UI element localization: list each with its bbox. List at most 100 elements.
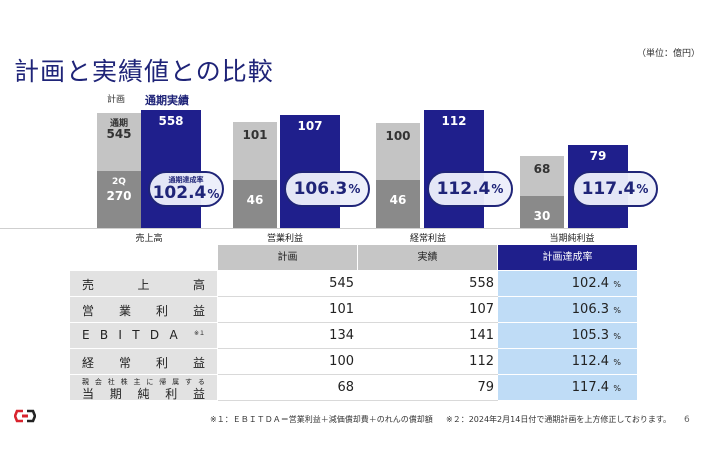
rate-cell: 105.3%	[498, 323, 637, 348]
actual-bar: 558	[141, 110, 201, 228]
category-label: 経常利益	[409, 234, 446, 244]
category-label: 売上高	[135, 234, 163, 244]
page-number: 6	[684, 415, 690, 425]
rate-value: 117.4	[571, 380, 609, 395]
plan-bar-2q: 30	[520, 196, 564, 228]
rate-value: 106.3	[293, 179, 348, 199]
plan-bar-upper: 68	[520, 156, 564, 197]
legend-plan: 計画	[107, 95, 126, 105]
row-label: 営業利益	[82, 304, 205, 318]
plan-bar-upper: 101	[233, 121, 277, 180]
row-label-cell: E B I T D A ※１	[70, 323, 217, 348]
rate-value: 112.4	[571, 354, 609, 369]
actual-value-label: 112	[441, 114, 467, 128]
plan-2q-value-label: 46	[246, 192, 264, 207]
achievement-rate-badge: 通期達成率 102.4%	[148, 171, 224, 207]
rate-percent: %	[636, 182, 649, 196]
chart-baseline	[0, 228, 620, 229]
plan-2q-value-label: 30	[533, 209, 551, 224]
footnote-ebitda: ※１：ＥＢＩＴＤＡ＝営業利益＋減価償却費＋のれんの償却額	[210, 415, 433, 424]
header-rate: 計画達成率	[498, 245, 637, 270]
plan-value-label: 68	[533, 162, 551, 177]
footnote-marker: ※１	[193, 330, 205, 337]
row-label: 経常利益	[82, 356, 205, 370]
row-label-cell: 親会社株主に帰属する当期純利益	[70, 375, 217, 401]
row-label-cell: 売上高	[70, 271, 217, 296]
row-label: 売上高	[82, 278, 205, 292]
rate-caption: 通期達成率	[168, 175, 204, 184]
plan-value: 134	[329, 328, 354, 343]
unit-note: （単位：億円）	[636, 49, 700, 59]
actual-cell: 79	[358, 375, 498, 401]
plan-value-label: 100	[385, 128, 411, 143]
comparison-bar-chart: 計画 通期実績 通期 545 2Q 270 558 通期達成率 102.4% 売上高 101 46…	[0, 94, 658, 244]
category-label: 当期純利益	[549, 234, 595, 244]
rate-percent: %	[207, 186, 220, 201]
plan-2q-value-label: 270	[106, 188, 132, 203]
rate-value: 102.4	[571, 276, 609, 291]
rate-value: 117.4	[581, 179, 636, 199]
rate-cell: 117.4%	[498, 375, 637, 400]
rate-percent: %	[613, 306, 621, 315]
table-row: 経常利益 100 112 112.4%	[70, 349, 637, 375]
plan-bar-2q: 46	[376, 179, 420, 228]
actual-value: 79	[477, 380, 494, 395]
plan-cell: 100	[218, 349, 358, 375]
table-row: E B I T D A ※１ 134 141 105.3%	[70, 323, 637, 349]
row-label: 当期純利益	[82, 387, 205, 401]
rate-value: 112.4	[436, 179, 491, 199]
plan-value: 68	[337, 380, 354, 395]
achievement-rate-badge: 112.4%	[427, 171, 513, 207]
plan-cell: 134	[218, 323, 358, 349]
plan-2q-value-label: 46	[389, 192, 407, 207]
rate-value: 102.4	[152, 182, 207, 203]
plan-value-label: 545	[106, 126, 132, 141]
actual-bar: 112	[424, 110, 484, 228]
header-plan: 計画	[218, 245, 357, 270]
plan-cell: 101	[218, 297, 358, 323]
row-label-cell: 経常利益	[70, 349, 217, 374]
actual-value-label: 107	[297, 119, 323, 134]
plan-value-label: 101	[242, 127, 268, 142]
row-label-small: 親会社株主に帰属する	[82, 378, 205, 386]
actual-value: 112	[469, 354, 494, 369]
rate-percent: %	[491, 182, 504, 196]
actual-value-label: 79	[589, 148, 607, 163]
actual-value-label: 558	[158, 114, 184, 128]
footnote-revision: ※２：2024年2月14日付で通期計画を上方修正しております。	[446, 415, 672, 424]
achievement-rate-badge: 106.3%	[284, 171, 370, 207]
plan-cell: 545	[218, 271, 358, 297]
row-label-cell: 営業利益	[70, 297, 217, 322]
rate-value: 105.3	[571, 328, 609, 343]
plan-full-caption: 通期	[109, 118, 128, 129]
rate-percent: %	[348, 182, 361, 196]
actual-cell: 107	[358, 297, 498, 323]
plan-bar-upper: 100	[376, 122, 420, 180]
actual-cell: 112	[358, 349, 498, 375]
achievement-rate-badge: 117.4%	[572, 171, 658, 207]
plan-value: 100	[329, 354, 354, 369]
table-row: 売上高 545 558 102.4%	[70, 271, 637, 297]
plan-value: 545	[329, 276, 354, 291]
legend-actual: 通期実績	[145, 94, 189, 107]
category-label: 営業利益	[266, 234, 303, 244]
rate-cell: 102.4%	[498, 271, 637, 296]
rate-value: 106.3	[571, 302, 609, 317]
rate-percent: %	[613, 280, 621, 289]
header-actual: 実績	[358, 245, 497, 270]
actual-value: 141	[469, 328, 494, 343]
plan-value: 101	[329, 302, 354, 317]
plan-cell: 68	[218, 375, 358, 401]
plan-bar-2q: 2Q 270	[97, 170, 141, 228]
row-label: E B I T D A ※１	[82, 328, 205, 342]
page-title: 計画と実績値との比較	[14, 57, 274, 86]
rate-cell: 112.4%	[498, 349, 637, 374]
rate-percent: %	[613, 358, 621, 367]
plan-bar-2q: 46	[233, 179, 277, 228]
actual-value: 107	[469, 302, 494, 317]
table-row: 営業利益 101 107 106.3%	[70, 297, 637, 323]
actual-cell: 558	[358, 271, 498, 297]
actual-value: 558	[469, 276, 494, 291]
company-logo	[13, 408, 37, 423]
rate-percent: %	[613, 332, 621, 341]
